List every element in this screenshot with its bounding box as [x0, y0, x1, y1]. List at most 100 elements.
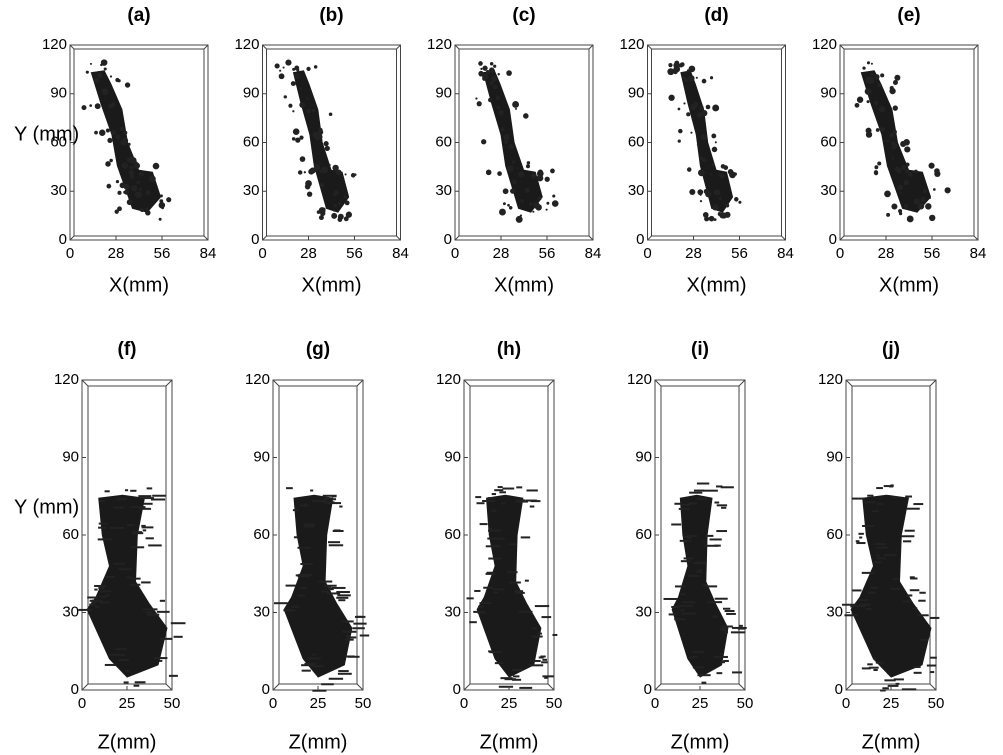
speckle	[552, 194, 556, 198]
speckle	[688, 65, 696, 73]
x-tick-label: 25	[119, 695, 136, 712]
frame-edge	[262, 235, 267, 241]
speckle	[117, 206, 122, 212]
speckle	[337, 594, 351, 597]
speckle	[345, 634, 350, 637]
speckle	[914, 169, 918, 174]
speckle	[133, 684, 140, 687]
x-tick-label: 28	[108, 245, 125, 262]
frame-edge	[203, 235, 209, 241]
speckle	[295, 137, 301, 143]
speckle	[686, 112, 691, 117]
speckle	[514, 107, 517, 110]
y-axis-label: Y (mm)	[14, 496, 79, 518]
speckle	[486, 69, 489, 73]
frame-edge	[781, 235, 786, 241]
speckle	[866, 61, 870, 65]
speckle	[691, 650, 705, 653]
speckle	[107, 137, 113, 143]
speckle	[944, 187, 951, 194]
speckle	[309, 167, 316, 174]
y-tick-label: 90	[253, 448, 270, 465]
speckle	[279, 69, 282, 72]
speckle	[141, 526, 154, 529]
speckle	[301, 669, 311, 672]
speckle	[303, 171, 306, 174]
speckle	[724, 631, 729, 634]
frame-edge	[929, 683, 937, 691]
frame-edge	[356, 683, 364, 691]
speckle	[912, 607, 918, 610]
speckle	[145, 190, 151, 196]
speckle	[697, 674, 711, 677]
speckle	[894, 74, 901, 81]
speckle	[140, 497, 154, 500]
speckle	[683, 535, 690, 538]
y-tick-label: 0	[71, 681, 79, 698]
speckle	[723, 659, 729, 662]
speckle	[124, 82, 131, 88]
speckle	[286, 487, 293, 490]
speckle	[844, 614, 858, 617]
speckle	[91, 601, 97, 604]
speckle	[913, 198, 920, 205]
x-tick-label: 25	[692, 695, 709, 712]
panel: (d) 0 30 60 90 120 0 28 56 84 X(mm)	[619, 5, 793, 296]
speckle	[877, 161, 882, 166]
speckle	[473, 610, 482, 613]
speckle	[867, 77, 875, 84]
speckle	[292, 110, 295, 113]
speckle	[100, 59, 108, 66]
speckle	[283, 95, 287, 99]
speckle	[852, 589, 862, 592]
speckle	[917, 202, 925, 210]
speckle	[511, 179, 517, 185]
speckle	[518, 171, 525, 178]
speckle	[304, 662, 317, 665]
frame-edge	[396, 44, 401, 50]
speckle	[493, 64, 497, 68]
speckle	[515, 215, 523, 223]
speckle	[299, 156, 306, 162]
speckle	[884, 554, 897, 557]
speckle	[929, 616, 940, 619]
speckle	[910, 577, 918, 580]
speckle	[486, 571, 494, 574]
speckle	[519, 686, 533, 689]
speckle	[329, 588, 334, 591]
speckle	[109, 158, 113, 163]
speckle	[501, 502, 506, 505]
speckle	[905, 495, 912, 498]
speckle	[875, 128, 880, 132]
speckle	[324, 497, 332, 500]
speckle	[122, 140, 127, 145]
speckle	[312, 653, 317, 656]
speckle	[671, 523, 682, 526]
speckle	[928, 162, 935, 169]
speckle	[317, 127, 323, 133]
speckle	[99, 601, 111, 604]
y-tick-label: 0	[251, 231, 259, 248]
speckle	[496, 105, 501, 110]
speckle	[132, 532, 144, 535]
speckle	[479, 523, 488, 526]
speckle	[311, 108, 316, 113]
speckle	[528, 202, 533, 206]
speckle	[131, 577, 141, 580]
speckle	[341, 630, 350, 633]
speckle	[497, 73, 500, 76]
speckle	[519, 214, 523, 217]
speckle	[857, 604, 867, 607]
speckle	[145, 210, 151, 216]
speckle	[469, 621, 477, 624]
speckle	[537, 196, 542, 201]
panel-title: (j)	[882, 339, 900, 360]
frame-inner	[851, 385, 931, 685]
speckle	[94, 77, 100, 84]
speckle	[512, 101, 520, 108]
speckle	[134, 681, 146, 684]
speckle	[129, 165, 134, 170]
speckle	[673, 62, 680, 69]
speckle	[899, 191, 902, 194]
